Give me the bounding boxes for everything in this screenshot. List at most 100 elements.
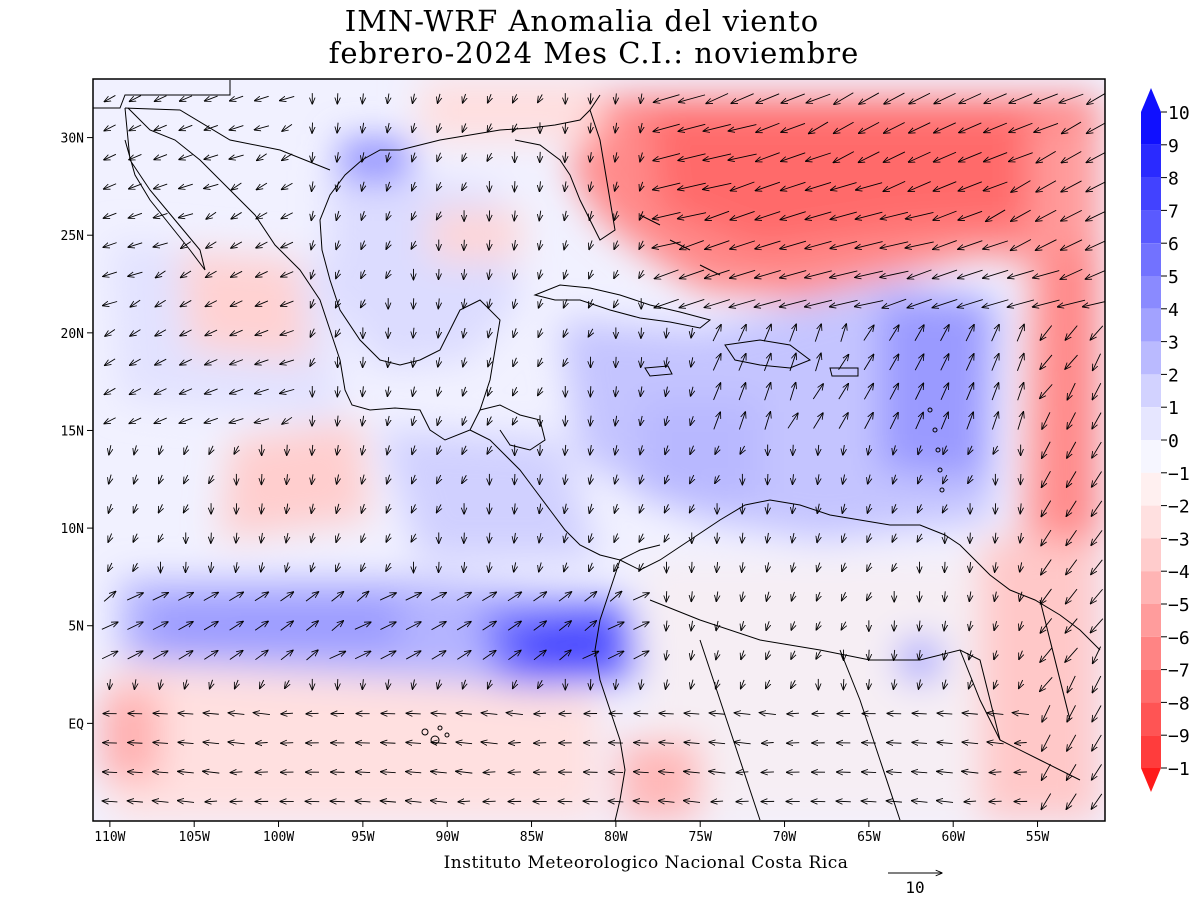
wind-vector — [337, 152, 339, 162]
wind-vector — [483, 772, 496, 773]
wind-vector — [458, 801, 471, 802]
wind-vector — [1067, 471, 1077, 487]
wind-vector — [738, 324, 747, 342]
wind-vector — [843, 444, 845, 455]
wind-vector — [713, 412, 721, 430]
wind-vector — [1036, 209, 1057, 221]
wind-vector — [134, 445, 137, 454]
wind-vector — [253, 713, 270, 715]
colorbar-label: 9 — [1168, 136, 1179, 157]
wind-vector — [728, 153, 757, 160]
wind-vector — [254, 621, 268, 631]
wind-vector — [717, 532, 718, 544]
wind-vector — [255, 359, 269, 365]
wind-vector — [816, 650, 821, 659]
wind-vector — [589, 240, 592, 249]
wind-vector — [691, 650, 693, 660]
wind-vector — [463, 386, 466, 396]
wind-vector — [818, 474, 820, 484]
wind-vector — [691, 357, 693, 367]
wind-vector — [943, 445, 947, 455]
wind-vector — [506, 713, 523, 715]
wind-vector — [180, 329, 192, 336]
colorbar-label: −6 — [1168, 628, 1190, 649]
wind-vector — [787, 743, 800, 744]
wind-vector — [584, 621, 597, 632]
wind-vector — [154, 154, 168, 160]
wind-vector — [1067, 382, 1076, 400]
wind-vector — [457, 651, 471, 660]
wind-vector — [514, 474, 515, 485]
wind-vector — [412, 679, 414, 690]
wind-vector — [855, 241, 883, 249]
wind-vector — [280, 300, 294, 306]
wind-vector — [356, 772, 371, 773]
wind-vector — [665, 474, 669, 484]
wind-vector — [108, 503, 111, 513]
wind-vector — [679, 94, 706, 102]
wind-vector — [337, 122, 338, 133]
wind-vector — [817, 533, 820, 542]
wind-vector — [282, 124, 293, 131]
wind-vector — [361, 503, 364, 513]
wind-vector — [463, 327, 465, 338]
wind-vector — [987, 713, 1004, 715]
wind-vector — [1040, 647, 1053, 662]
wind-vector — [855, 300, 884, 307]
wind-vector — [336, 269, 340, 279]
wind-vector — [281, 713, 293, 714]
wind-vector — [986, 209, 1006, 222]
wind-vector — [439, 561, 440, 573]
wind-vector — [311, 562, 314, 572]
wind-vector — [129, 388, 142, 394]
wind-vector — [230, 300, 243, 307]
wind-vector — [654, 269, 679, 279]
wind-vector — [867, 503, 870, 513]
wind-vector — [255, 96, 269, 100]
wind-vector — [767, 562, 769, 572]
wind-vector — [730, 240, 756, 249]
wind-vector — [792, 503, 794, 514]
wind-vector — [738, 412, 745, 430]
wind-vector — [336, 210, 339, 220]
wind-vector — [609, 772, 624, 773]
wind-vector — [893, 474, 896, 484]
wind-vector — [158, 504, 162, 512]
wind-vector — [337, 415, 338, 426]
wind-vector — [705, 210, 730, 220]
wind-vector — [462, 123, 466, 132]
wind-vector — [1033, 270, 1060, 278]
colorbar-label: 4 — [1168, 300, 1179, 321]
wind-vector — [103, 242, 117, 248]
wind-vector — [1020, 532, 1022, 543]
wind-vector — [666, 620, 667, 631]
wind-vector — [155, 270, 166, 278]
wind-vector — [310, 328, 314, 337]
wind-vector — [437, 182, 441, 190]
wind-vector — [995, 532, 996, 543]
colorbar-swatch — [1141, 407, 1161, 440]
wind-vector — [933, 181, 957, 191]
wind-vector — [1041, 559, 1052, 575]
wind-vector — [128, 743, 143, 744]
wind-vector — [736, 801, 749, 802]
wind-vector — [204, 125, 218, 130]
wind-vector — [489, 239, 490, 250]
wind-vector — [335, 328, 340, 337]
wind-vector — [864, 413, 874, 429]
wind-vector — [231, 212, 242, 219]
wind-vector — [539, 181, 540, 191]
wind-vector — [838, 384, 849, 400]
wind-vector — [633, 622, 649, 630]
wind-vector — [995, 503, 996, 513]
wind-vector — [234, 445, 239, 454]
wind-vector — [1067, 734, 1077, 751]
wind-vector — [1012, 713, 1029, 715]
wind-vector — [1019, 591, 1022, 601]
wind-vector — [130, 299, 141, 307]
wind-vector — [1016, 324, 1024, 342]
wind-vector — [154, 95, 167, 102]
wind-vector — [380, 622, 396, 630]
wind-vector — [205, 300, 218, 307]
wind-vector — [158, 533, 163, 542]
